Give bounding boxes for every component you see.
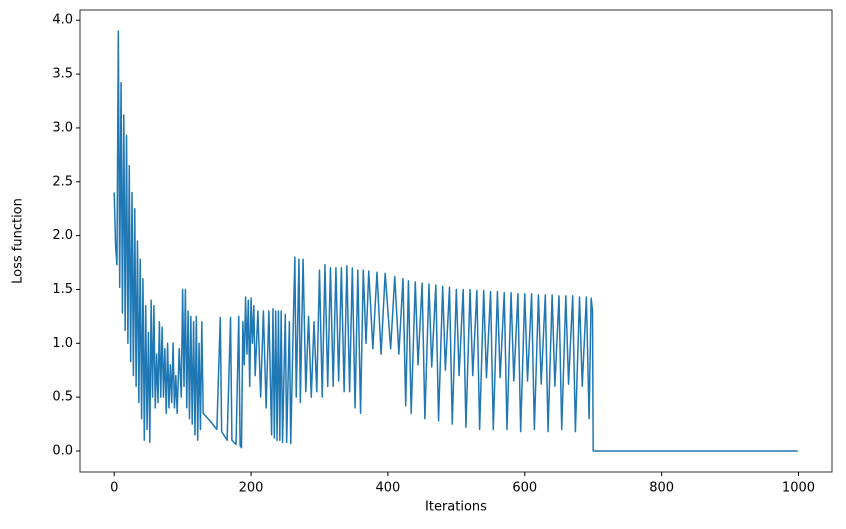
y-tick-label: 1.5 bbox=[52, 282, 73, 297]
x-tick-label: 0 bbox=[110, 481, 118, 496]
x-tick-label: 400 bbox=[376, 481, 401, 496]
y-tick-label: 0.5 bbox=[52, 390, 73, 405]
y-tick-label: 3.0 bbox=[52, 120, 73, 135]
x-tick-label: 1000 bbox=[782, 481, 815, 496]
y-tick-label: 3.5 bbox=[52, 67, 73, 82]
y-tick-label: 0.0 bbox=[52, 444, 73, 459]
x-tick-label: 600 bbox=[512, 481, 537, 496]
y-tick-label: 2.0 bbox=[52, 228, 73, 243]
line bbox=[113, 30, 798, 452]
y-tick-label: 1.0 bbox=[52, 336, 73, 351]
x-tick-label: 200 bbox=[239, 481, 264, 496]
x-tick-label: 800 bbox=[649, 481, 674, 496]
x-axis-label: Iterations bbox=[425, 500, 487, 515]
y-tick-label: 2.5 bbox=[52, 174, 73, 189]
y-tick-label: 4.0 bbox=[52, 13, 73, 28]
axes-frame bbox=[79, 9, 833, 473]
y-axis-label: Loss function bbox=[11, 198, 26, 284]
